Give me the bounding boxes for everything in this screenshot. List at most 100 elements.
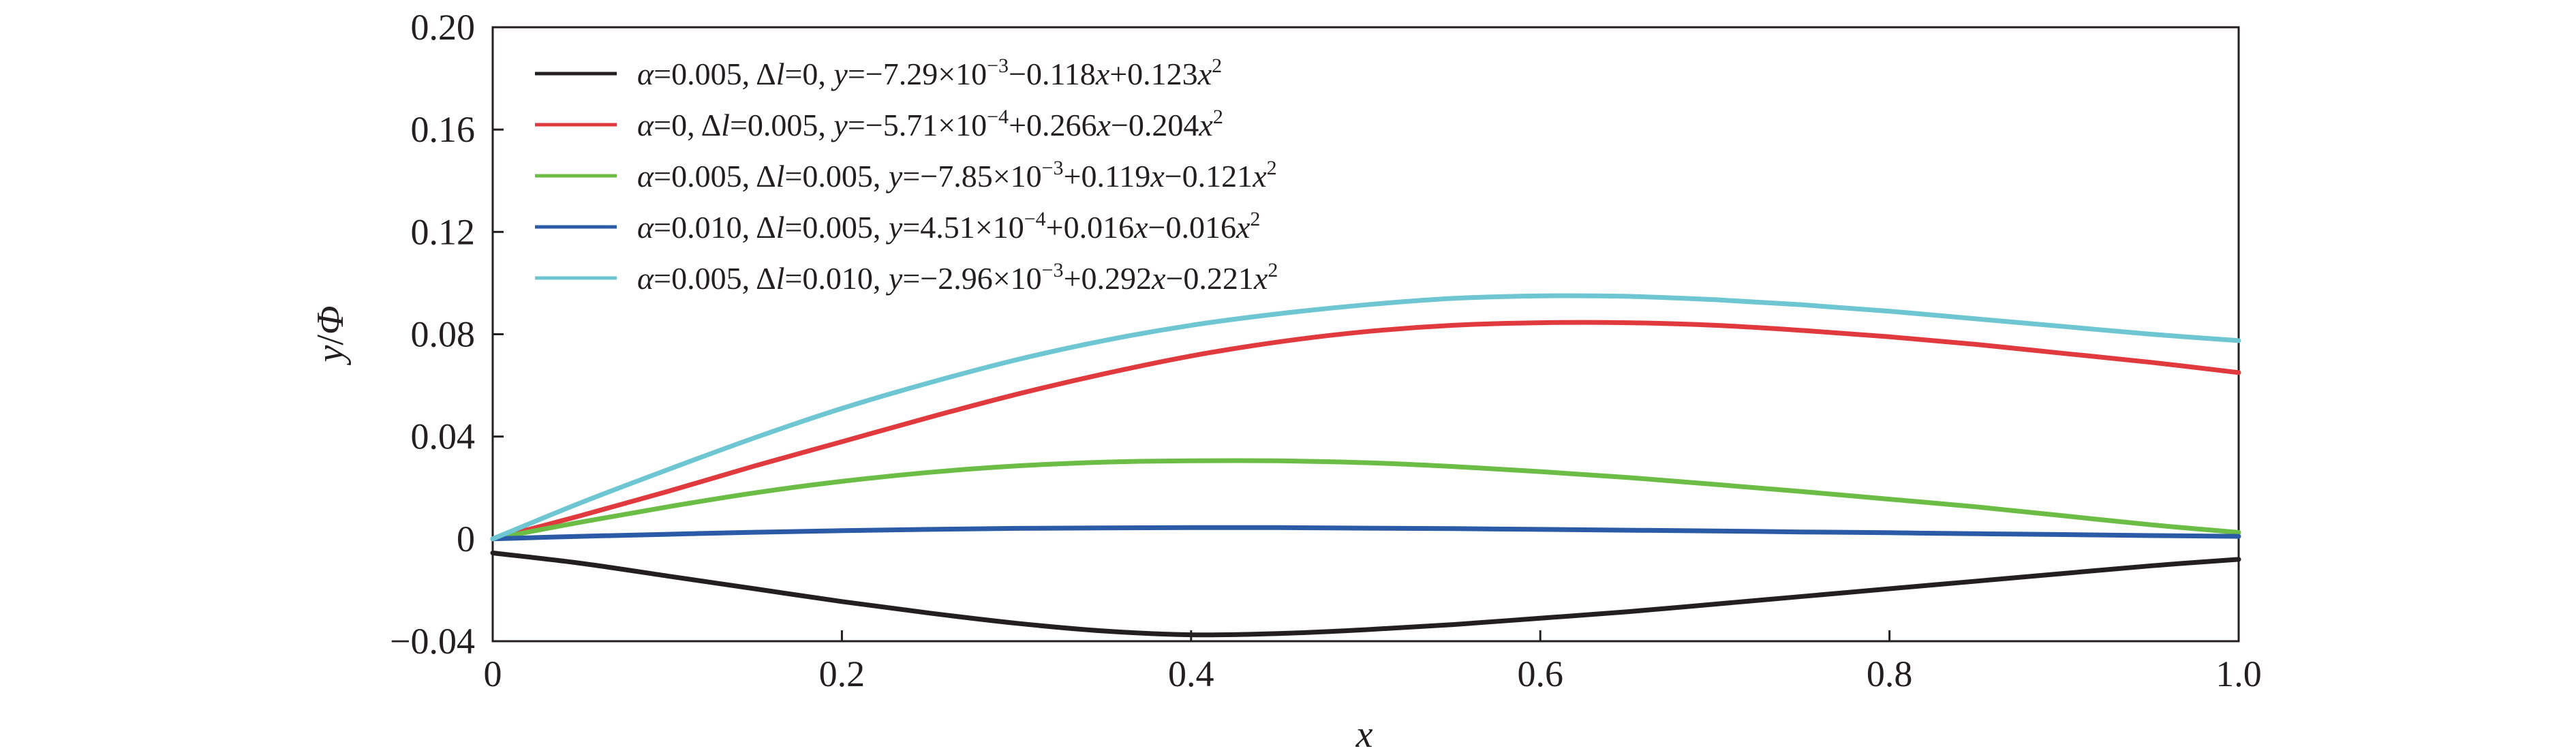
legend-label: α=0, Δl=0.005, y=−5.71×10−4+0.266x−0.204… [637,106,1223,142]
series-line-3 [490,458,2241,542]
legend-part-dl_delta: Δ [756,159,776,194]
legend-item-5: α=0.005, Δl=0.010, y=−2.96×10−3+0.292x−0… [535,259,1278,296]
legend-part-eq_c: −0.221 [1165,261,1253,296]
legend-part-eq_c: −0.016 [1148,210,1236,245]
legend-part-y_sym: y [886,210,903,245]
legend-part-x1: x [1097,108,1111,142]
x-axis-title: x [1355,713,1373,752]
y-tick-label: 0.08 [411,314,476,355]
legend-part-x2: x [1253,261,1268,296]
legend-part-eq_b: −0.118 [1009,57,1096,91]
legend-part-x1: x [1095,57,1110,91]
legend-part-exp: −3 [1042,157,1064,179]
legend-label: α=0.005, Δl=0, y=−7.29×10−3−0.118x+0.123… [637,55,1222,91]
legend-part-alpha_sym: α [637,210,654,245]
legend-part-alpha_sym: α [637,57,654,91]
legend-item-1: α=0.005, Δl=0, y=−7.29×10−3−0.118x+0.123… [535,55,1222,91]
legend-part-sq: 2 [1268,259,1278,281]
legend-part-eq_a: =4.51×10 [902,210,1024,245]
legend-part-eq_b: +0.016 [1046,210,1134,245]
legend-part-eq_b: +0.119 [1064,159,1151,194]
legend-part-dl_delta: Δ [701,108,722,142]
legend-part-eq_a: =−2.96×10 [902,261,1041,296]
legend-part-dl_l: l [776,261,785,296]
y-tick-label: 0.20 [411,7,476,48]
legend-part-dl_val: =0.005, [784,159,888,194]
legend-part-alpha_val: =0.010, [654,210,756,245]
x-tick-label: 0.6 [1517,653,1563,694]
legend-part-alpha_val: =0, [654,108,701,142]
legend-part-x2: x [1236,210,1251,245]
legend-part-eq_a: =−7.29×10 [848,57,987,91]
legend-part-eq_c: +0.123 [1109,57,1197,91]
legend-part-eq_c: −0.204 [1111,108,1199,142]
legend-part-dl_val: =0.005, [784,210,888,245]
legend-part-eq_b: +0.292 [1064,261,1152,296]
series-line-5 [490,293,2241,542]
y-axis-title-den: Φ [309,305,352,335]
y-axis-title: y/Φ [309,305,352,365]
legend-part-x2: x [1252,159,1267,194]
legend-part-dl_val: =0.005, [730,108,833,142]
legend-part-alpha_val: =0.005, [654,57,756,91]
legend-part-exp: −3 [1042,259,1064,281]
y-tick-label: 0.16 [411,109,476,150]
legend-part-y_sym: y [831,57,848,91]
legend-part-dl_delta: Δ [756,210,776,245]
legend-part-x1: x [1151,261,1166,296]
y-tick-label: −0.04 [390,621,475,662]
legend-part-y_sym: y [886,261,903,296]
legend-part-x1: x [1133,210,1148,245]
legend-part-dl_l: l [721,108,730,142]
series-line-4 [490,525,2241,542]
legend-part-dl_l: l [776,159,785,194]
legend-part-dl_l: l [776,210,785,245]
legend-label: α=0.005, Δl=0.010, y=−2.96×10−3+0.292x−0… [637,259,1278,296]
legend-part-x1: x [1150,159,1165,194]
x-tick-label: 0.4 [1168,653,1214,694]
x-tick-label: 0.8 [1867,653,1913,694]
x-tick-label: 0 [484,653,502,694]
legend-part-x2: x [1197,57,1212,91]
legend-part-alpha_sym: α [637,108,654,142]
legend-part-alpha_sym: α [637,261,654,296]
y-axis-title-slash: / [309,335,352,345]
x-tick-label: 0.2 [819,653,865,694]
legend-part-eq_b: +0.266 [1009,108,1097,142]
legend-part-eq_a: =−5.71×10 [848,108,987,142]
legend-part-dl_l: l [776,57,785,91]
y-axis-title-num: y [309,345,352,366]
legend-part-sq: 2 [1213,106,1223,128]
series-line-1 [490,551,2241,638]
legend-part-dl_delta: Δ [756,57,776,91]
legend-part-eq_c: −0.121 [1165,159,1253,194]
y-tick-label: 0.12 [411,211,476,252]
legend-item-3: α=0.005, Δl=0.005, y=−7.85×10−3+0.119x−0… [535,157,1277,194]
legend-part-eq_a: =−7.85×10 [902,159,1041,194]
legend-part-dl_val: =0.010, [784,261,888,296]
x-tick-label: 1.0 [2215,653,2262,694]
legend-part-alpha_sym: α [637,159,654,194]
legend-part-sq: 2 [1250,208,1260,230]
legend-part-y_sym: y [886,159,903,194]
legend-item-2: α=0, Δl=0.005, y=−5.71×10−4+0.266x−0.204… [535,106,1223,142]
y-tick-label: 0 [457,519,475,559]
legend-part-x2: x [1198,108,1213,142]
legend-part-sq: 2 [1267,157,1277,179]
legend-part-exp: −3 [987,55,1009,77]
y-tick-label: 0.04 [411,416,476,457]
legend-part-exp: −4 [1024,208,1046,230]
legend-part-dl_delta: Δ [756,261,776,296]
legend-label: α=0.010, Δl=0.005, y=4.51×10−4+0.016x−0.… [637,208,1260,245]
legend-part-alpha_val: =0.005, [654,261,756,296]
legend-part-y_sym: y [831,108,848,142]
legend-item-4: α=0.010, Δl=0.005, y=4.51×10−4+0.016x−0.… [535,208,1260,245]
legend-label: α=0.005, Δl=0.005, y=−7.85×10−3+0.119x−0… [637,157,1277,194]
legend-part-dl_val: =0, [784,57,833,91]
series-line-2 [490,320,2241,542]
legend-part-sq: 2 [1212,55,1222,77]
legend-part-exp: −4 [987,106,1009,128]
legend-part-alpha_val: =0.005, [654,159,756,194]
